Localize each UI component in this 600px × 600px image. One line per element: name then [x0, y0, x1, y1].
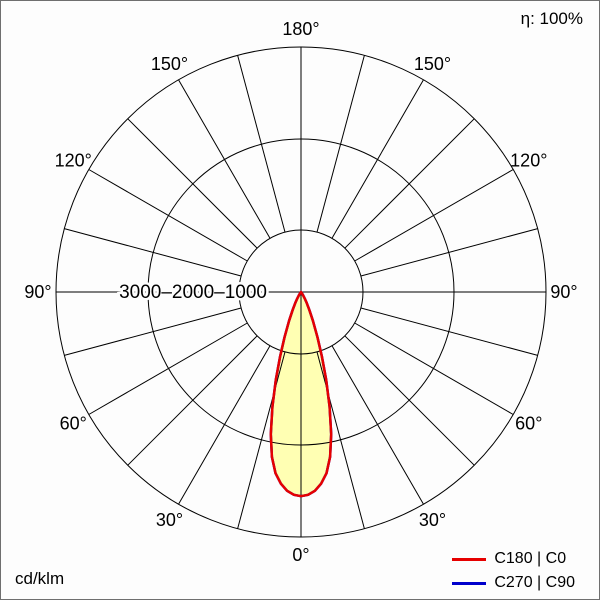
- grid-spoke: [178, 79, 271, 239]
- legend-line-blue-icon: [452, 581, 487, 585]
- grid-spoke: [88, 322, 248, 415]
- grid-spoke: [64, 307, 242, 356]
- grid-spoke: [237, 55, 286, 233]
- angle-label-150: 150°: [151, 54, 188, 74]
- grid-spoke: [331, 79, 424, 239]
- grid-spoke: [316, 351, 365, 529]
- grid-spoke: [88, 169, 248, 262]
- efficiency-label: η: 100%: [520, 9, 583, 28]
- grid-spoke: [178, 345, 271, 505]
- grid-spoke: [354, 169, 514, 262]
- legend-label-c180-c0: C180 | C0: [494, 550, 567, 567]
- grid-spoke: [360, 307, 538, 356]
- grid-spoke: [360, 228, 538, 277]
- grid-spoke: [316, 55, 365, 233]
- angle-label-90: 90°: [24, 282, 51, 302]
- beam-curve-0: [269, 290, 333, 498]
- angle-label-30: 30°: [156, 510, 183, 530]
- grid-spoke: [354, 322, 514, 415]
- grid-spoke: [331, 345, 424, 505]
- grid-spoke: [127, 335, 258, 466]
- angle-label-60: 60°: [515, 414, 542, 434]
- angle-label-120: 120°: [510, 151, 547, 171]
- angle-label-90: 90°: [550, 282, 577, 302]
- grid-spoke: [344, 118, 475, 249]
- unit-label: cd/klm: [15, 569, 65, 588]
- legend-item-c180-c0: C180 | C0: [452, 549, 566, 569]
- grid-spoke: [237, 351, 286, 529]
- angle-label-60: 60°: [60, 414, 87, 434]
- legend: C180 | C0 C270 | C90: [452, 549, 575, 593]
- radial-axis-values: 3000–2000–1000: [119, 282, 267, 303]
- angle-label-120: 120°: [55, 151, 92, 171]
- angle-label-150: 150°: [414, 54, 451, 74]
- grid-spoke: [344, 335, 475, 466]
- angle-label-30: 30°: [419, 510, 446, 530]
- angle-label-0: 0°: [292, 545, 309, 565]
- legend-line-red-icon: [452, 557, 487, 561]
- legend-label-c270-c90: C270 | C90: [494, 574, 575, 591]
- legend-item-c270-c90: C270 | C90: [452, 573, 575, 593]
- angle-label-180: 180°: [282, 19, 319, 39]
- grid-spoke: [127, 118, 258, 249]
- grid-spoke: [64, 228, 242, 277]
